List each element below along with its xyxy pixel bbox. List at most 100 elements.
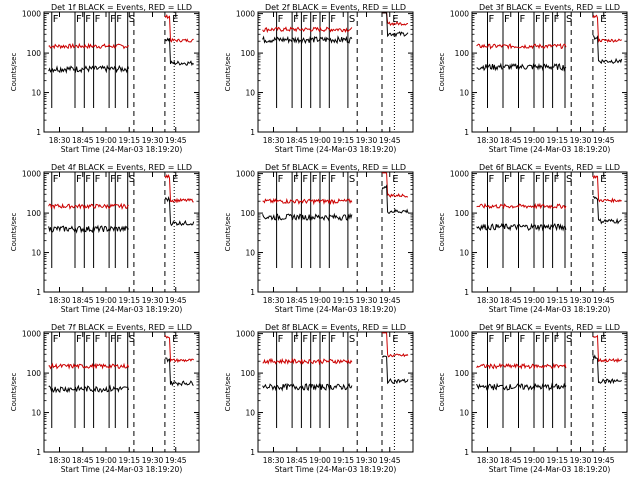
flag-label: F [535, 334, 541, 345]
plot-frame [43, 171, 200, 293]
lld-series-line [164, 174, 194, 204]
x-tick-label: 19:15 [546, 296, 568, 305]
y-tick-label: 1 [464, 448, 469, 457]
x-axis-label: Start Time (24-Mar-03 18:19:20) [61, 145, 183, 154]
events-series-line [164, 195, 195, 227]
flag-label: S [566, 334, 572, 345]
y-axis-label: Counts/sec [438, 53, 446, 92]
y-tick-label: 100 [241, 369, 256, 378]
flag-label: F [76, 14, 82, 25]
y-tick-label: 1000 [22, 170, 41, 179]
x-tick-label: 18:45 [72, 456, 94, 465]
flag-label: F [554, 14, 560, 25]
y-axis-label: Counts/sec [438, 213, 446, 252]
events-series-line [48, 64, 130, 74]
lld-series-line [164, 335, 195, 364]
events-series-line [262, 212, 353, 222]
panel-title: Det 3f BLACK = Events, RED = LLD [479, 3, 620, 12]
lld-series-line [592, 174, 622, 204]
flag-label: F [312, 174, 318, 185]
panel-title: Det 9f BLACK = Events, RED = LLD [479, 323, 620, 332]
lld-series-line [164, 13, 194, 43]
flag-label: E [600, 334, 606, 345]
x-tick-label: 19:00 [95, 296, 117, 305]
y-tick-label: 1 [250, 288, 255, 297]
flag-label: F [504, 334, 510, 345]
detector-panel-4: Det 4f BLACK = Events, RED = LLD 1 10 100 10… [10, 163, 200, 314]
y-tick-label: 1000 [236, 330, 255, 339]
y-tick-label: 10 [31, 409, 41, 418]
flag-label: F [302, 14, 308, 25]
x-axis-label: Start Time (24-Mar-03 18:19:20) [61, 305, 183, 314]
y-axis-label: Counts/sec [224, 213, 232, 252]
panel-title: Det 1f BLACK = Events, RED = LLD [51, 3, 192, 12]
x-tick-label: 18:45 [500, 456, 522, 465]
y-tick-label: 1000 [22, 330, 41, 339]
x-tick-label: 19:00 [523, 456, 545, 465]
y-axis-label: Counts/sec [10, 373, 18, 412]
x-tick-label: 18:30 [263, 296, 285, 305]
y-tick-label: 1000 [236, 170, 255, 179]
x-tick-label: 19:30 [142, 136, 164, 145]
y-tick-label: 100 [27, 369, 42, 378]
flag-label: F [520, 14, 526, 25]
x-tick-label: 19:45 [379, 456, 401, 465]
flag-label: F [489, 334, 495, 345]
lld-series-line [48, 202, 129, 210]
x-tick-label: 19:15 [332, 456, 354, 465]
events-series-line [48, 384, 130, 394]
plot-frame [257, 331, 414, 453]
flag-label: E [172, 14, 178, 25]
detector-panel-8: Det 8f BLACK = Events, RED = LLD 1 10 100 10… [224, 323, 414, 474]
flag-label: E [172, 174, 178, 185]
x-tick-label: 18:45 [500, 136, 522, 145]
x-tick-label: 19:30 [142, 456, 164, 465]
flag-label: S [566, 14, 572, 25]
x-tick-label: 18:30 [477, 296, 499, 305]
y-axis-label: Counts/sec [10, 53, 18, 92]
y-tick-label: 1 [250, 448, 255, 457]
flag-label: F [535, 174, 541, 185]
x-tick-label: 18:45 [286, 456, 308, 465]
flag-label: F [504, 174, 510, 185]
events-series-line [592, 195, 622, 225]
flag-label: F [293, 174, 299, 185]
flag-label: E [600, 174, 606, 185]
x-axis-label: Start Time (24-Mar-03 18:19:20) [61, 465, 183, 474]
panel-title: Det 2f BLACK = Events, RED = LLD [265, 3, 406, 12]
x-tick-label: 18:30 [477, 136, 499, 145]
events-series-line [164, 37, 195, 66]
events-series-line [382, 12, 409, 38]
flag-label: F [95, 14, 101, 25]
x-tick-label: 19:45 [593, 456, 615, 465]
y-tick-label: 10 [245, 409, 255, 418]
panel-title: Det 7f BLACK = Events, RED = LLD [51, 323, 192, 332]
plot-frame [471, 171, 628, 293]
lld-series-line [382, 172, 408, 199]
x-axis-label: Start Time (24-Mar-03 18:19:20) [489, 305, 611, 314]
x-tick-label: 19:15 [118, 136, 140, 145]
panel-title: Det 6f BLACK = Events, RED = LLD [479, 163, 620, 172]
plot-frame [257, 11, 414, 133]
y-axis-label: Counts/sec [438, 373, 446, 412]
flag-label: F [76, 334, 82, 345]
flag-label: F [116, 334, 122, 345]
lld-series-line [592, 334, 623, 364]
flag-label: F [53, 174, 59, 185]
y-tick-label: 10 [31, 89, 41, 98]
x-tick-label: 18:45 [500, 296, 522, 305]
y-tick-label: 100 [455, 369, 470, 378]
y-tick-label: 1000 [22, 10, 41, 19]
events-series-line [592, 354, 622, 385]
flag-label: F [330, 174, 336, 185]
y-tick-label: 10 [459, 249, 469, 258]
lld-series-line [262, 357, 353, 366]
flag-label: F [85, 174, 91, 185]
detector-panel-7: Det 7f BLACK = Events, RED = LLD 1 10 100 10… [10, 323, 200, 474]
x-tick-label: 19:00 [95, 456, 117, 465]
x-tick-label: 19:00 [309, 296, 331, 305]
flag-label: F [53, 334, 59, 345]
flag-label: F [321, 334, 327, 345]
y-tick-label: 1000 [450, 330, 469, 339]
flag-label: F [544, 174, 550, 185]
